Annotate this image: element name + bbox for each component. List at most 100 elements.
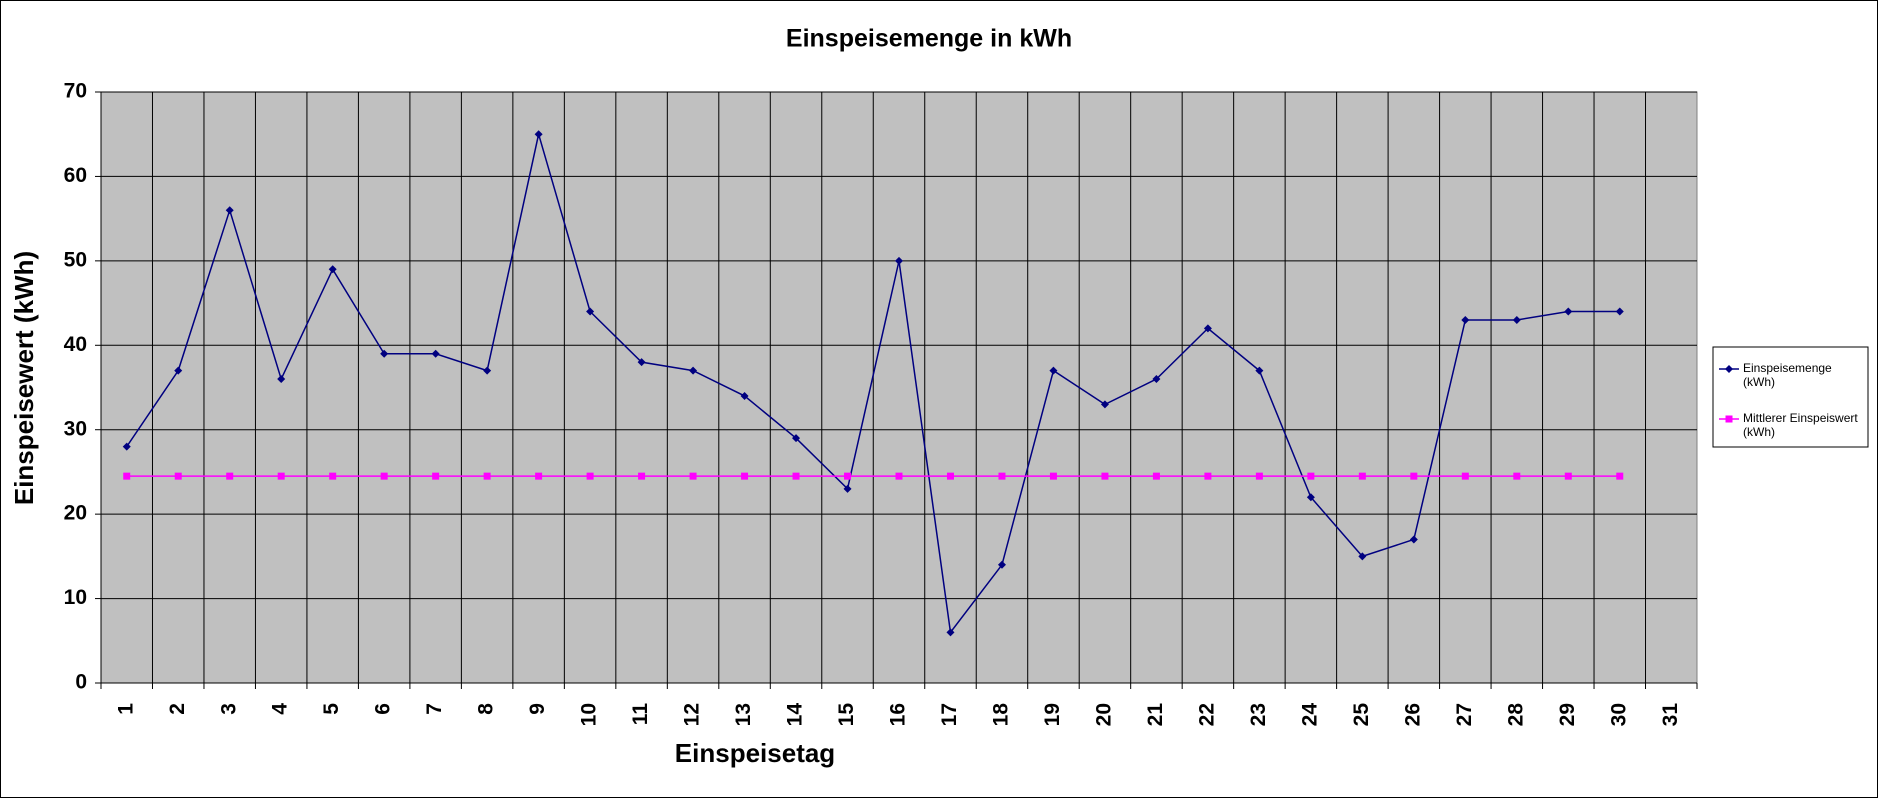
x-tick-label: 9	[526, 703, 549, 715]
data-point	[689, 366, 698, 375]
data-point	[946, 472, 954, 480]
x-tick-label: 5	[320, 703, 343, 715]
data-point	[329, 472, 337, 480]
data-point	[895, 472, 903, 480]
data-point	[380, 349, 389, 358]
x-tick-label: 21	[1144, 703, 1167, 727]
x-tick-label: 29	[1556, 703, 1579, 726]
data-point	[792, 434, 801, 443]
data-point	[689, 472, 697, 480]
x-tick-label: 7	[423, 703, 446, 715]
x-tick-label: 30	[1607, 703, 1630, 726]
data-point	[483, 366, 492, 375]
data-point	[1512, 315, 1521, 324]
y-tick-label: 70	[64, 80, 87, 103]
y-tick-label: 50	[64, 248, 87, 271]
data-point	[1203, 324, 1212, 333]
data-point	[1049, 366, 1058, 375]
data-point	[225, 206, 234, 215]
data-point	[534, 130, 543, 139]
x-tick-label: 15	[835, 703, 858, 727]
data-point	[1725, 415, 1733, 423]
legend-label-line: (kWh)	[1743, 425, 1775, 439]
data-point	[1564, 472, 1572, 480]
x-tick-label: 19	[1041, 703, 1064, 726]
data-point	[380, 472, 388, 480]
x-tick-label: 31	[1659, 703, 1682, 727]
x-tick-label: 6	[372, 703, 395, 715]
data-point	[1204, 472, 1212, 480]
data-point	[586, 307, 595, 316]
data-point	[174, 472, 182, 480]
data-point	[174, 366, 183, 375]
data-point	[1358, 472, 1366, 480]
chart-title: Einspeisemenge in kWh	[786, 25, 1072, 53]
x-tick-label: 12	[681, 703, 704, 726]
legend-label-line: (kWh)	[1743, 375, 1775, 389]
data-point	[431, 349, 440, 358]
data-point	[741, 472, 749, 480]
data-point	[328, 265, 337, 274]
x-tick-label: 2	[166, 703, 189, 715]
legend-label-line: Einspeisemenge	[1743, 361, 1832, 375]
data-point	[1152, 375, 1161, 384]
x-tick-label: 20	[1092, 703, 1115, 726]
data-point	[792, 472, 800, 480]
data-point	[637, 358, 646, 367]
data-point	[1615, 307, 1624, 316]
x-tick-label: 3	[217, 703, 240, 715]
legend-label-line: Mittlerer Einspeiswert	[1743, 411, 1858, 425]
data-point	[1725, 365, 1733, 373]
data-point	[843, 484, 852, 493]
data-point	[535, 472, 543, 480]
series-line	[126, 134, 1620, 635]
x-axis-label: Einspeisetag	[675, 738, 835, 768]
data-point	[122, 442, 131, 451]
data-point	[432, 472, 440, 480]
plot-area	[100, 91, 1698, 684]
y-tick-label: 0	[75, 671, 87, 694]
data-point	[1410, 472, 1418, 480]
x-tick-label: 8	[475, 703, 498, 715]
data-point	[1358, 552, 1367, 561]
x-tick-label: 10	[578, 703, 601, 726]
data-point	[1616, 472, 1624, 480]
x-tick-label: 1	[114, 703, 137, 715]
x-tick-label: 18	[990, 703, 1013, 727]
data-point	[1307, 472, 1315, 480]
data-point	[1461, 472, 1469, 480]
x-tick-label: 24	[1298, 703, 1321, 727]
data-point	[1461, 315, 1470, 324]
x-tick-label: 27	[1453, 703, 1476, 726]
y-tick-label: 10	[64, 586, 87, 609]
x-tick-label: 4	[269, 703, 292, 715]
y-tick-label: 40	[64, 333, 87, 356]
data-point	[1306, 493, 1315, 502]
data-point	[1513, 472, 1521, 480]
data-point	[1049, 472, 1057, 480]
data-point	[997, 560, 1006, 569]
x-tick-label: 23	[1247, 703, 1270, 726]
data-point	[638, 472, 646, 480]
data-point	[1564, 307, 1573, 316]
data-point	[483, 472, 491, 480]
x-tick-label: 13	[732, 703, 755, 726]
x-tick-label: 28	[1504, 703, 1527, 727]
data-point	[277, 375, 286, 384]
data-point	[1255, 472, 1263, 480]
x-tick-label: 22	[1195, 703, 1218, 726]
x-tick-label: 17	[938, 703, 961, 726]
data-point	[895, 256, 903, 265]
y-axis-label: Einspeisewert (kWh)	[9, 251, 39, 505]
x-tick-label: 14	[784, 703, 807, 727]
data-point	[1101, 472, 1109, 480]
data-point	[946, 628, 955, 637]
data-point	[998, 472, 1006, 480]
data-point	[277, 472, 285, 480]
data-point	[123, 472, 131, 480]
legend-label: Mittlerer Einspeiswert (kWh)	[1743, 411, 1858, 439]
legend-box	[1712, 346, 1869, 448]
data-point	[226, 472, 234, 480]
data-point	[844, 472, 852, 480]
